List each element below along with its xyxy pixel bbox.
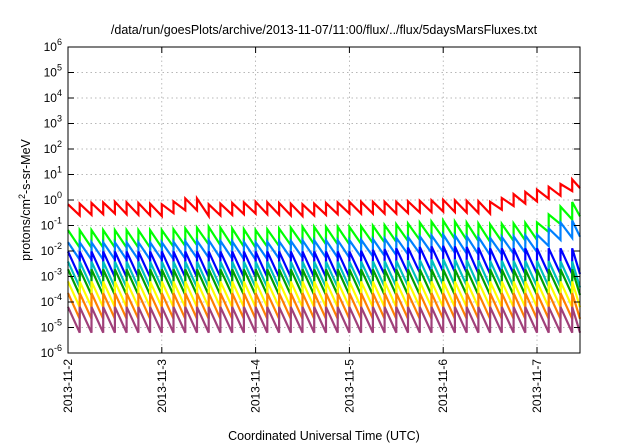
y-tick-exponent: 0 [57, 190, 62, 200]
ticks: 10-610-510-410-310-210-11001011021031041… [41, 37, 580, 413]
y-tick-exponent: -4 [54, 292, 62, 302]
y-tick-exponent: 3 [57, 114, 62, 124]
x-tick-label: 2013-11-4 [249, 359, 263, 413]
y-tick-exponent: -1 [54, 216, 62, 226]
y-tick-base: 10 [44, 117, 58, 131]
series-line [66, 292, 582, 320]
y-tick-base: 10 [41, 346, 55, 360]
y-tick-label: 10-1 [41, 216, 62, 233]
series-line [67, 219, 581, 264]
y-tick-label: 10-6 [41, 343, 62, 360]
y-tick-exponent: 2 [57, 139, 62, 149]
y-tick-base: 10 [41, 270, 55, 284]
y-axis-label-pre: protons/cm [19, 199, 33, 261]
y-axis-label: protons/cm2-s-sr-MeV [17, 138, 33, 260]
y-tick-base: 10 [41, 244, 55, 258]
series-line [67, 201, 581, 252]
x-tick-label: 2013-11-5 [342, 359, 356, 413]
y-tick-label: 102 [44, 139, 62, 156]
y-tick-exponent: -5 [54, 318, 62, 328]
y-tick-base: 10 [41, 219, 55, 233]
x-tick-label: 2013-11-3 [155, 359, 169, 413]
y-tick-base: 10 [44, 168, 58, 182]
y-axis-label-sup: 2 [17, 194, 27, 199]
series-line [66, 306, 582, 334]
x-tick-label: 2013-11-6 [436, 359, 450, 413]
x-tick-label: 2013-11-2 [61, 359, 75, 413]
x-axis-label: Coordinated Universal Time (UTC) [228, 429, 420, 443]
y-tick-base: 10 [41, 321, 55, 335]
series-group [66, 176, 582, 334]
y-axis-label-post: -s-sr-MeV [19, 138, 33, 194]
y-tick-label: 103 [44, 114, 62, 131]
y-tick-base: 10 [44, 66, 58, 80]
y-tick-label: 10-4 [41, 292, 62, 309]
y-tick-label: 106 [44, 37, 62, 54]
series-line [67, 176, 581, 220]
y-tick-label: 10-5 [41, 318, 62, 335]
y-tick-label: 105 [44, 63, 62, 80]
y-tick-base: 10 [44, 91, 58, 105]
y-tick-label: 100 [44, 190, 62, 207]
y-tick-exponent: 6 [57, 37, 62, 47]
y-tick-label: 101 [44, 165, 62, 182]
y-tick-base: 10 [44, 193, 58, 207]
y-tick-base: 10 [44, 142, 58, 156]
y-tick-exponent: -3 [54, 267, 62, 277]
y-tick-label: 104 [44, 88, 62, 105]
y-tick-label: 10-3 [41, 267, 62, 284]
y-tick-exponent: 5 [57, 63, 62, 73]
y-tick-exponent: -6 [54, 343, 62, 353]
y-tick-exponent: 1 [57, 165, 62, 175]
y-tick-exponent: -2 [54, 241, 62, 251]
y-tick-label: 10-2 [41, 241, 62, 258]
chart-title: /data/run/goesPlots/archive/2013-11-07/1… [111, 23, 538, 37]
y-tick-base: 10 [44, 40, 58, 54]
x-tick-label: 2013-11-7 [530, 359, 544, 413]
y-tick-exponent: 4 [57, 88, 62, 98]
y-tick-base: 10 [41, 295, 55, 309]
